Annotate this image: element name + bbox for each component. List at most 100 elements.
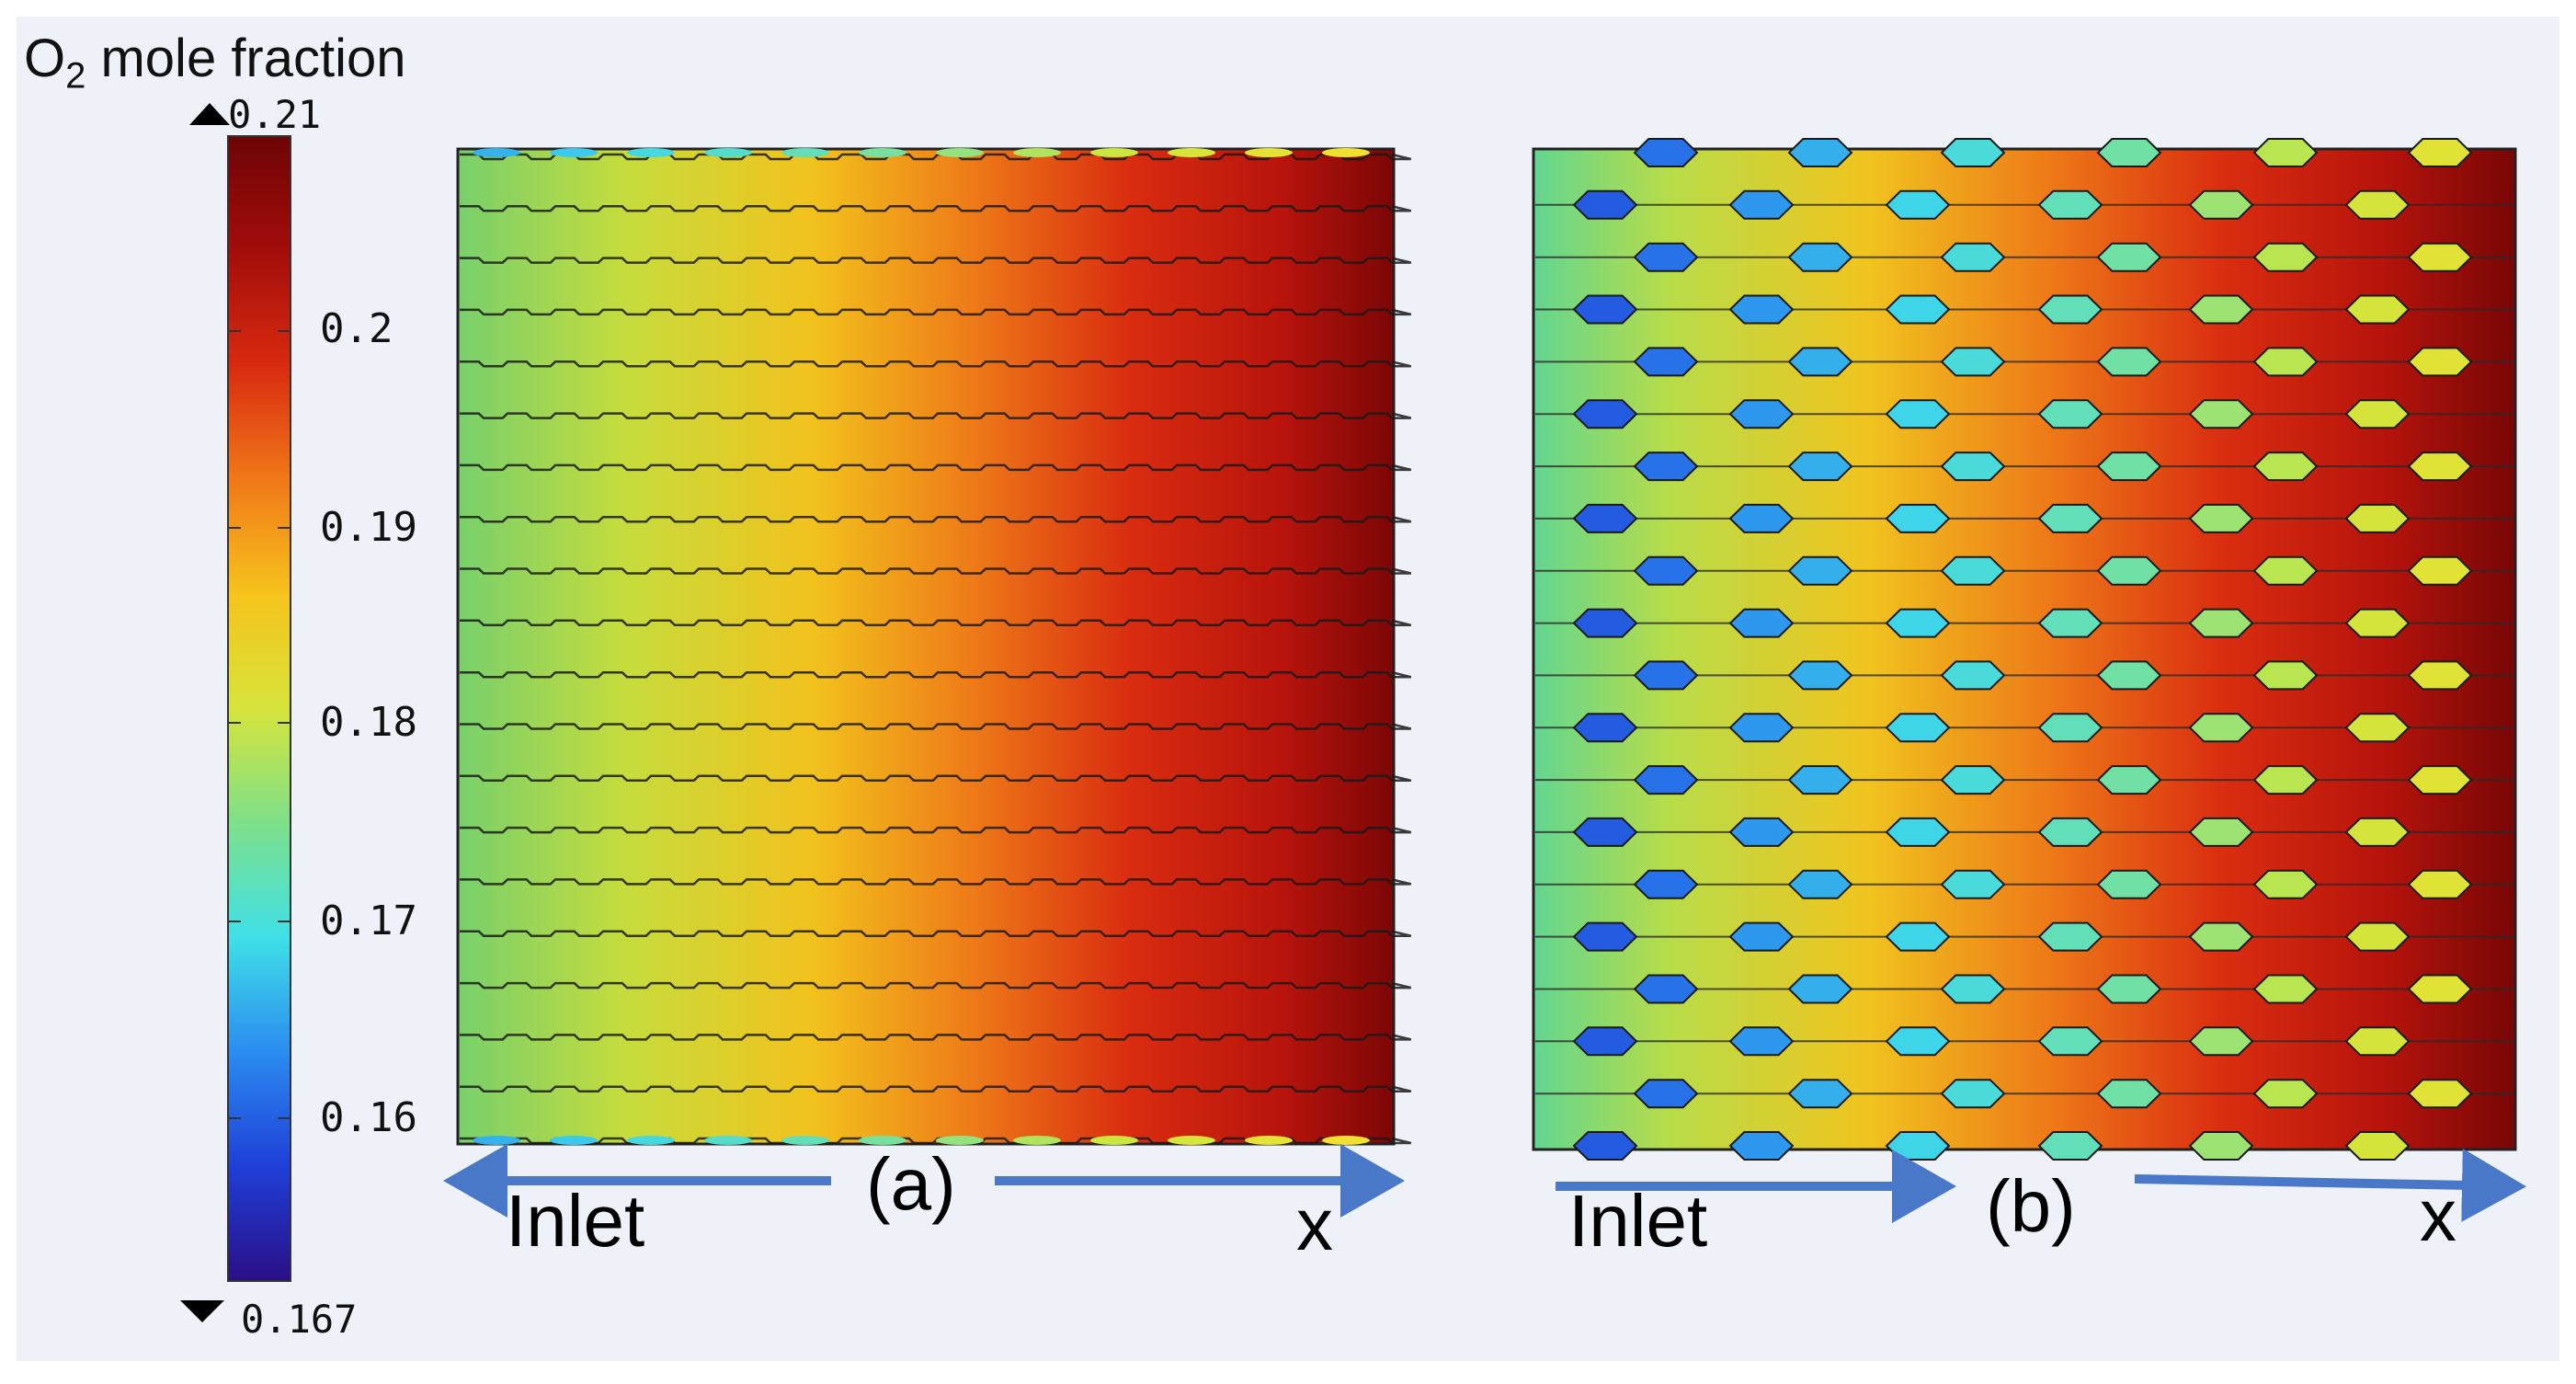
panel-a-edge-spot xyxy=(781,1136,829,1145)
panel-b-pocket xyxy=(1633,555,1699,586)
panel-b-pocket xyxy=(2096,452,2162,482)
panel-b-pocket xyxy=(2188,189,2254,220)
panel-b-pocket xyxy=(2037,713,2103,743)
panel-b-pocket xyxy=(2188,1026,2254,1057)
panel-b-pocket xyxy=(1940,347,2006,377)
panel-b-pocket xyxy=(2344,189,2411,220)
panel-b-channels xyxy=(1535,138,2513,1161)
panel-b-pocket xyxy=(2344,503,2411,533)
panel-b-pocket xyxy=(1885,294,1951,325)
panel-b-pocket xyxy=(2407,138,2473,167)
panel-b-pocket xyxy=(1728,1131,1795,1161)
panel-b-pocket xyxy=(2407,1079,2473,1109)
panel-b-pocket xyxy=(1572,608,1638,638)
panel-b-pocket xyxy=(1940,765,2006,795)
panel-b-pocket xyxy=(1572,1026,1638,1057)
panel-b-pocket xyxy=(1633,242,1699,272)
panel-b-pocket xyxy=(1633,869,1699,899)
panel-a-edge-spot xyxy=(704,1136,752,1145)
panel-b-pocket xyxy=(2344,817,2411,847)
panel-a-edge-spot xyxy=(627,1136,675,1145)
panel-b-pocket xyxy=(2407,869,2473,899)
panel-b-pocket xyxy=(2252,869,2319,899)
panel-a-channel-line xyxy=(460,257,1412,264)
panel-b-pocket xyxy=(2188,503,2254,533)
panel-b-pocket xyxy=(1885,399,1951,429)
panel-a-edge-spot xyxy=(550,1136,598,1145)
panel-b-pocket xyxy=(2344,1026,2411,1057)
panel-b-pocket xyxy=(1940,869,2006,899)
panel-a-edge-spot xyxy=(859,1136,906,1145)
panel-b-pocket xyxy=(2252,974,2319,1004)
panel-a-channel-line xyxy=(460,981,1412,989)
panel-b-pocket xyxy=(2407,660,2473,691)
panel-b-pocket xyxy=(1572,399,1638,429)
panel-b-pocket xyxy=(2252,1079,2319,1109)
panel-b-pocket xyxy=(1787,347,1853,377)
panel-b-pocket xyxy=(1787,1079,1853,1109)
panel-b-pocket xyxy=(1940,138,2006,167)
colorbar-min-triangle-icon xyxy=(180,1300,224,1322)
panel-a-channel-line xyxy=(460,1085,1412,1092)
panel-b-pocket xyxy=(1787,242,1853,272)
panel-a-channel-line xyxy=(460,153,1412,161)
panel-b-pocket xyxy=(2252,452,2319,482)
panel-b-pocket xyxy=(1885,817,1951,847)
panel-a-edge-spot xyxy=(704,148,752,157)
panel-b-pocket xyxy=(1885,189,1951,220)
panel-b-pocket xyxy=(1633,452,1699,482)
panel-b-pocket xyxy=(1787,869,1853,899)
panel-b-pocket xyxy=(2344,1131,2411,1161)
panel-a-edge-spot xyxy=(1168,1136,1215,1145)
panel-a-edge-spot xyxy=(1322,1136,1370,1145)
panel-b-pocket xyxy=(2252,765,2319,795)
panel-b-pocket xyxy=(2407,347,2473,377)
panel-b-pocket xyxy=(1885,1026,1951,1057)
panel-a-channel-line xyxy=(460,723,1412,730)
panel-a-edge-spot xyxy=(1013,1136,1061,1145)
panel-b-pocket xyxy=(2188,713,2254,743)
panel-a-channel-line xyxy=(460,1034,1412,1041)
panel-b-pocket xyxy=(1940,1079,2006,1109)
colorbar-max-label: 0.21 xyxy=(228,92,322,137)
panel-b-pocket xyxy=(2037,817,2103,847)
panel-a-plot xyxy=(456,147,1412,1146)
panel-b-pocket xyxy=(1940,242,2006,272)
panel-b-pocket xyxy=(1572,921,1638,952)
panel-b-pocket xyxy=(1728,608,1795,638)
panel-b-pocket xyxy=(1940,452,2006,482)
panel-a-edge-spot xyxy=(936,148,984,157)
panel-a-channel-line xyxy=(460,878,1412,886)
panel-b-x-label: x xyxy=(2420,1174,2456,1256)
panel-a-channel-line xyxy=(460,930,1412,937)
panel-a-channel-line xyxy=(460,826,1412,834)
panel-b-pocket xyxy=(2096,138,2162,167)
panel-b-pocket xyxy=(1572,1131,1638,1161)
panel-b-pocket xyxy=(1728,1026,1795,1057)
panel-b-pocket xyxy=(2096,765,2162,795)
panel-a-edge-spot xyxy=(1090,1136,1138,1145)
panel-b-pocket xyxy=(1728,294,1795,325)
panel-b-pocket xyxy=(2096,347,2162,377)
panel-a-channel-line xyxy=(460,774,1412,783)
panel-a-edge-spot xyxy=(473,1136,520,1145)
panel-b-pocket xyxy=(1728,921,1795,952)
panel-b-pocket xyxy=(2252,138,2319,167)
panel-a-edge-spot xyxy=(859,148,906,157)
panel-b-pocket xyxy=(2037,503,2103,533)
panel-a-edge-spot xyxy=(627,148,675,157)
panel-b-pocket xyxy=(2096,1079,2162,1109)
panel-b-pocket xyxy=(2188,608,2254,638)
panel-a-edge-spot xyxy=(550,148,598,157)
panel-b-pocket xyxy=(2407,765,2473,795)
panel-b-pocket xyxy=(1728,189,1795,220)
panel-a-edge-spot xyxy=(1090,148,1138,157)
panel-b-pocket xyxy=(2252,660,2319,691)
panel-b-plot xyxy=(1532,138,2517,1161)
panel-b-right-arrow xyxy=(2134,1148,2526,1222)
panel-b-pocket xyxy=(1633,765,1699,795)
panel-b-pocket xyxy=(1885,608,1951,638)
panel-b-pocket xyxy=(1885,713,1951,743)
colorbar-tick-label: 0.19 xyxy=(320,504,417,551)
